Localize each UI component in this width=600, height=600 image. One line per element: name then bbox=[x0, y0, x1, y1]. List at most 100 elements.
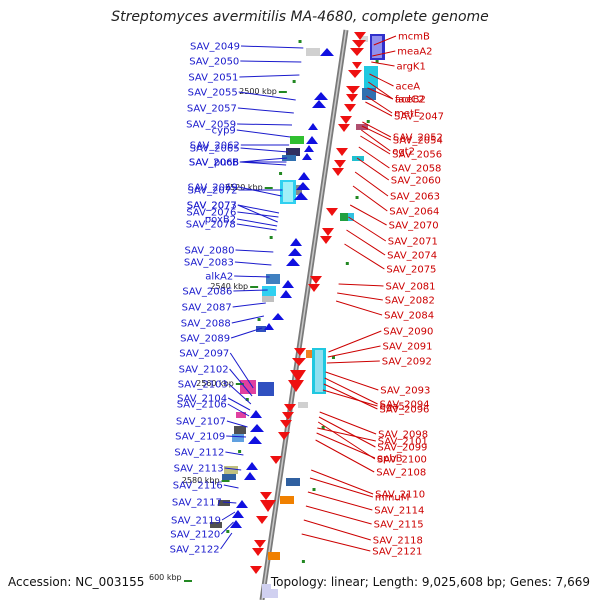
gene-label-left: pucB bbox=[214, 158, 239, 169]
scale-tick-label: 2560 kbp bbox=[196, 379, 234, 388]
leader-line-right bbox=[309, 477, 374, 498]
accession-label: Accession: NC_003155 bbox=[8, 575, 145, 589]
leader-line-left bbox=[220, 521, 234, 535]
leader-line-left bbox=[227, 403, 250, 417]
gene-label-right: aceA bbox=[396, 82, 421, 93]
gene-label-left: SAV_2059 bbox=[186, 120, 236, 131]
leader-line-right bbox=[305, 505, 372, 525]
gene-label-left: SAV_2086 bbox=[182, 287, 232, 298]
gene-label-left: SAV_2103 bbox=[178, 380, 228, 391]
leader-line-right bbox=[356, 157, 390, 181]
green-marker bbox=[366, 120, 370, 123]
green-marker bbox=[331, 356, 335, 359]
gene-label-right: SAV_2110 bbox=[375, 490, 425, 501]
leader-line-right bbox=[346, 229, 386, 256]
leader-line-left bbox=[234, 261, 272, 266]
leader-line-left bbox=[230, 327, 263, 339]
gene-label-right: SAV_2074 bbox=[387, 251, 437, 262]
gene-label-left: SAV_2057 bbox=[187, 104, 237, 115]
leader-line-right bbox=[323, 383, 378, 410]
leader-line-right bbox=[315, 439, 375, 473]
gene-label-right: bga5 bbox=[380, 402, 405, 413]
leader-line-left bbox=[235, 249, 274, 253]
gene-label-left: SAV_2107 bbox=[176, 417, 226, 428]
gene-label-right: SAV_2075 bbox=[386, 265, 436, 276]
leader-line-right bbox=[301, 533, 371, 552]
gene-label-right: SAV_2094 bbox=[380, 400, 430, 411]
corner-tick bbox=[184, 580, 192, 582]
gene-label-right: SAV_2099 bbox=[377, 443, 427, 454]
tick-markers bbox=[226, 40, 379, 563]
gene-label-left: SAV_2073 bbox=[187, 201, 237, 212]
leader-line-left bbox=[234, 275, 270, 278]
gene-label-left: poxB2 bbox=[205, 215, 236, 226]
leader-line-left bbox=[237, 123, 293, 126]
leader-line-right bbox=[326, 360, 380, 364]
gene-label-left: SAV_2062 bbox=[190, 141, 240, 152]
gene-label-right: SAV_2058 bbox=[391, 164, 441, 175]
green-marker bbox=[257, 318, 261, 321]
scale-tick bbox=[235, 383, 244, 385]
leader-line-right bbox=[318, 416, 376, 448]
leader-line-left bbox=[227, 397, 251, 411]
gene-label-right: SAV_2063 bbox=[390, 192, 440, 203]
gene-label-right: mmuM bbox=[375, 493, 409, 504]
gene-label-left: SAV_2076 bbox=[186, 208, 236, 219]
gene-label-right: SAV_2090 bbox=[383, 327, 433, 338]
leader-line-right bbox=[328, 330, 382, 353]
green-marker bbox=[321, 426, 325, 429]
map-title: Streptomyces avermitilis MA-4680, comple… bbox=[111, 9, 489, 25]
leader-line-left bbox=[237, 204, 280, 214]
gene-label-left: SAV_2069 bbox=[188, 183, 238, 194]
scale-tick-label: 2580 kbp bbox=[182, 476, 220, 485]
gene-label-right: SAV_2047 bbox=[394, 112, 444, 123]
green-marker bbox=[298, 40, 302, 43]
gene-label-right: SAV_2084 bbox=[384, 311, 434, 322]
leader-line-left bbox=[240, 45, 304, 49]
leader-line-right bbox=[307, 491, 373, 511]
leader-line-right bbox=[337, 292, 383, 301]
scale-tick bbox=[278, 91, 287, 93]
leader-line-left bbox=[236, 129, 291, 138]
leader-line-right bbox=[365, 101, 393, 117]
scale-tick bbox=[264, 187, 273, 189]
green-marker bbox=[292, 80, 296, 83]
leader-line-left bbox=[237, 107, 294, 114]
leader-line-left bbox=[232, 302, 266, 308]
gene-label-left: SAV_2113 bbox=[174, 464, 224, 475]
gene-label-right: SAV_2082 bbox=[385, 296, 435, 307]
gene-label-left: SAV_2080 bbox=[184, 246, 234, 257]
gene-label-right: SAV_2052 bbox=[393, 133, 443, 144]
scale-ticks: 2500 kbp 2520 kbp 2540 kbp 2560 kbp 2580 kbp bbox=[182, 87, 287, 485]
leader-line-right bbox=[361, 125, 392, 141]
green-marker bbox=[301, 560, 305, 563]
feature-blocks bbox=[210, 34, 385, 598]
gene-label-left: SAV_2049 bbox=[190, 42, 240, 53]
gene-label-left: SAV_2050 bbox=[189, 57, 239, 68]
gene-label-left: SAV_2088 bbox=[181, 319, 231, 330]
leader-line-right bbox=[361, 129, 391, 152]
leader-line-left bbox=[226, 420, 248, 428]
green-marker bbox=[226, 530, 230, 533]
gene-label-left: SAV_2077 bbox=[187, 201, 237, 212]
green-marker bbox=[279, 172, 283, 175]
corner-scale-label: 600 kbp bbox=[149, 573, 182, 582]
leader-line-right bbox=[349, 204, 387, 226]
leader-line-right bbox=[360, 135, 391, 155]
leader-line-left bbox=[229, 352, 254, 389]
leader-line-right bbox=[362, 121, 392, 138]
leader-line-left bbox=[221, 511, 236, 521]
gene-label-right: SAV_2060 bbox=[391, 176, 441, 187]
leader-line-right bbox=[322, 389, 378, 407]
gene-label-right: SAV_2101 bbox=[378, 437, 428, 448]
gene-label-left: cyp9 bbox=[212, 126, 236, 137]
left-strand-arrows bbox=[230, 48, 334, 528]
gene-label-right: SAV_2056 bbox=[392, 150, 442, 161]
green-marker bbox=[375, 60, 379, 63]
leader-line-right bbox=[327, 345, 381, 358]
gene-label-left: SAV_2097 bbox=[179, 349, 229, 360]
gene-label-right: mcmB bbox=[398, 32, 430, 43]
gene-label-left: SAV_2112 bbox=[174, 448, 224, 459]
gene-label-right: SAV_2096 bbox=[379, 405, 429, 416]
